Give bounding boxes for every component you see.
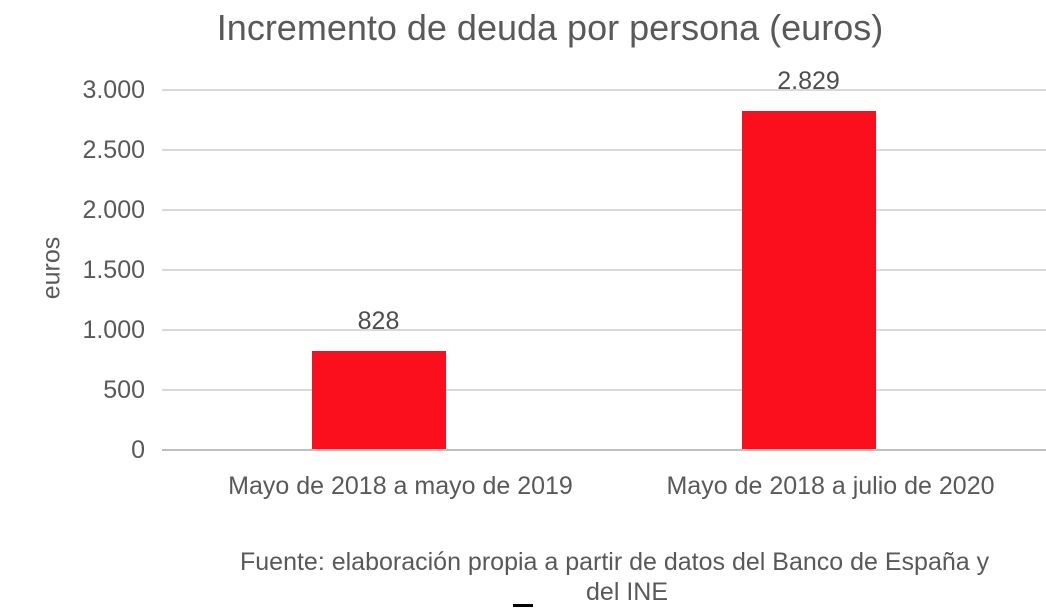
y-tick-label: 2.500 [82, 136, 145, 164]
y-tick-label: 0 [131, 436, 145, 464]
gridline [162, 209, 1046, 211]
gridline [162, 269, 1046, 271]
gridline [162, 389, 1046, 391]
y-tick-label: 1.000 [82, 316, 145, 344]
y-tick-label: 500 [103, 376, 145, 404]
bar-2 [741, 110, 876, 450]
data-label: 828 [357, 306, 400, 335]
dash-mark [513, 604, 533, 607]
y-tick-label: 1.500 [82, 256, 145, 284]
data-label: 2.829 [777, 66, 840, 95]
source-note-line1: Fuente: elaboración propia a partir de d… [240, 548, 990, 576]
gridline [162, 89, 1046, 91]
x-axis-line [162, 449, 1046, 451]
chart-title: Incremento de deuda por persona (euros) [216, 7, 884, 48]
x-category-label: Mayo de 2018 a mayo de 2019 [228, 472, 573, 500]
y-tick-label: 2.000 [82, 196, 145, 224]
y-tick-label: 3.000 [82, 76, 145, 104]
source-note-line2: del INE [586, 578, 668, 606]
gridline [162, 329, 1046, 331]
x-category-label: Mayo de 2018 a julio de 2020 [666, 472, 995, 500]
gridline [162, 149, 1046, 151]
bar-1 [311, 350, 446, 450]
